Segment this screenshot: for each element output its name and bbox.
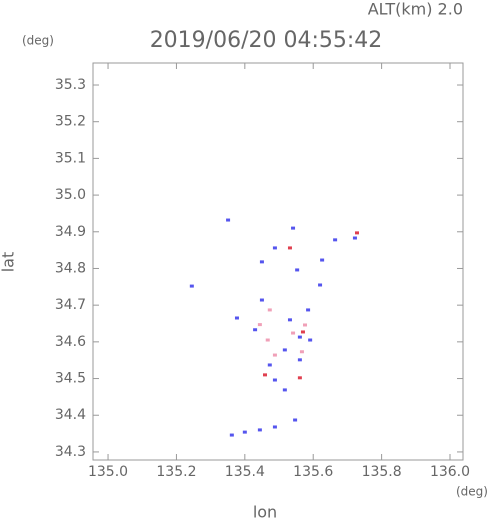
echo-point (297, 335, 302, 339)
echo-point (303, 323, 308, 327)
echo-point (272, 246, 277, 250)
echo-point (272, 378, 277, 382)
echo-point (306, 308, 311, 312)
x-tick-label: 136.0 (430, 464, 470, 480)
y-tick-label: 34.5 (55, 371, 86, 387)
echo-point (287, 246, 292, 250)
x-unit: (deg) (456, 485, 488, 499)
echo-point (300, 330, 305, 334)
y-tick-label: 34.3 (55, 444, 86, 460)
echo-point (257, 428, 262, 432)
echo-point (229, 433, 234, 437)
echo-point (282, 348, 287, 352)
y-tick-label: 35.3 (55, 77, 86, 93)
echo-point (267, 363, 272, 367)
echo-point (272, 353, 277, 357)
echo-point (291, 226, 296, 230)
echo-point (293, 418, 298, 422)
echo-point (352, 236, 357, 240)
y-tick-label: 34.8 (55, 260, 86, 276)
echo-point (287, 318, 292, 322)
echo-point (297, 376, 302, 380)
y-tick-label: 35.1 (55, 150, 86, 166)
echo-point (320, 258, 325, 262)
echo-point (308, 338, 313, 342)
echo-point (265, 338, 270, 342)
echo-point (267, 308, 272, 312)
y-tick-label: 34.6 (55, 334, 86, 350)
echo-point (318, 283, 323, 287)
echo-point (291, 331, 296, 335)
echo-point (259, 260, 264, 264)
y-tick-label: 34.4 (55, 407, 86, 423)
y-axis-label: lat (0, 252, 18, 273)
echo-point (242, 430, 247, 434)
echo-point (253, 328, 258, 332)
echo-point (297, 358, 302, 362)
x-tick-label: 135.6 (293, 464, 333, 480)
echo-point (263, 373, 268, 377)
echo-point (333, 238, 338, 242)
echo-point (272, 425, 277, 429)
echo-point (189, 284, 194, 288)
echo-point (257, 323, 262, 327)
echo-point (354, 231, 359, 235)
chart-title: 2019/06/20 04:55:42 (150, 28, 383, 53)
echo-point (299, 350, 304, 354)
x-tick-label: 135.4 (225, 464, 265, 480)
y-tick-label: 34.7 (55, 297, 86, 313)
x-tick-label: 135.0 (88, 464, 128, 480)
echo-point (226, 218, 231, 222)
echo-point (259, 298, 264, 302)
y-tick-label: 34.9 (55, 224, 86, 240)
y-tick-label: 35.0 (55, 187, 86, 203)
x-tick-label: 135.2 (156, 464, 196, 480)
y-unit: (deg) (22, 34, 54, 48)
x-axis-label: lon (253, 503, 277, 521)
echo-point (295, 268, 300, 272)
echo-point (282, 388, 287, 392)
echo-point (234, 316, 239, 320)
x-tick-label: 135.8 (362, 464, 402, 480)
plot-frame (92, 62, 464, 461)
altitude-label: ALT(km) 2.0 (368, 0, 463, 19)
y-tick-label: 35.2 (55, 114, 86, 130)
